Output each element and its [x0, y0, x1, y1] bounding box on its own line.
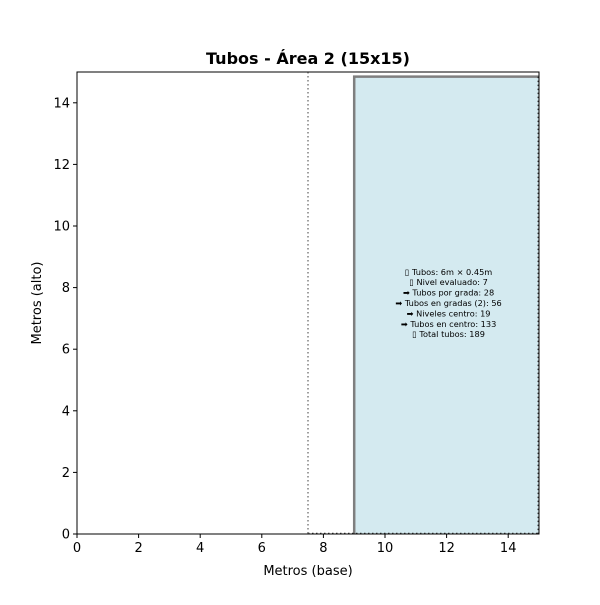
x-tick-label: 2: [134, 541, 142, 556]
y-axis-label: Metros (alto): [30, 261, 45, 344]
plot-frame: [76, 71, 540, 535]
y-tick-label: 12: [53, 158, 70, 173]
annotation-line: ▯ Tubos: 6m × 0.45m: [405, 267, 492, 277]
annotation-line: ➡ Tubos en centro: 133: [401, 319, 496, 329]
y-tick-label: 6: [62, 343, 70, 358]
x-tick-label: 10: [377, 541, 394, 556]
y-tick-label: 2: [62, 466, 70, 481]
y-tick-label: 10: [53, 220, 70, 235]
plot-area: 0 2 4 6 8 10 12 14 0 2 4 6 8 10 12 14 ▯ Tubos: 6m × 0.45…: [53, 71, 540, 556]
y-tick-label: 14: [53, 96, 70, 111]
x-tick-label: 0: [73, 541, 81, 556]
x-tick-label: 4: [196, 541, 204, 556]
y-tick-label: 0: [62, 528, 70, 543]
x-tick-label: 8: [319, 541, 327, 556]
x-tick-label: 12: [438, 541, 455, 556]
tube-region-outline: [352, 75, 539, 534]
x-tick-label: 6: [258, 541, 266, 556]
tube-region: [354, 76, 539, 535]
annotation-line: ▯ Total tubos: 189: [412, 329, 485, 339]
y-tick-label: 4: [62, 404, 70, 419]
annotation-line: ➡ Niveles centro: 19: [407, 308, 491, 318]
x-tick-label: 14: [500, 541, 517, 556]
annotation-line: ➡ Tubos en gradas (2): 56: [395, 298, 501, 308]
annotation-line: ▯ Nivel evaluado: 7: [409, 277, 487, 287]
annotation-line: ➡ Tubos por grada: 28: [403, 288, 494, 298]
chart-title: Tubos - Área 2 (15x15): [206, 49, 410, 68]
x-axis-label: Metros (base): [263, 564, 352, 579]
y-tick-label: 8: [62, 281, 70, 296]
